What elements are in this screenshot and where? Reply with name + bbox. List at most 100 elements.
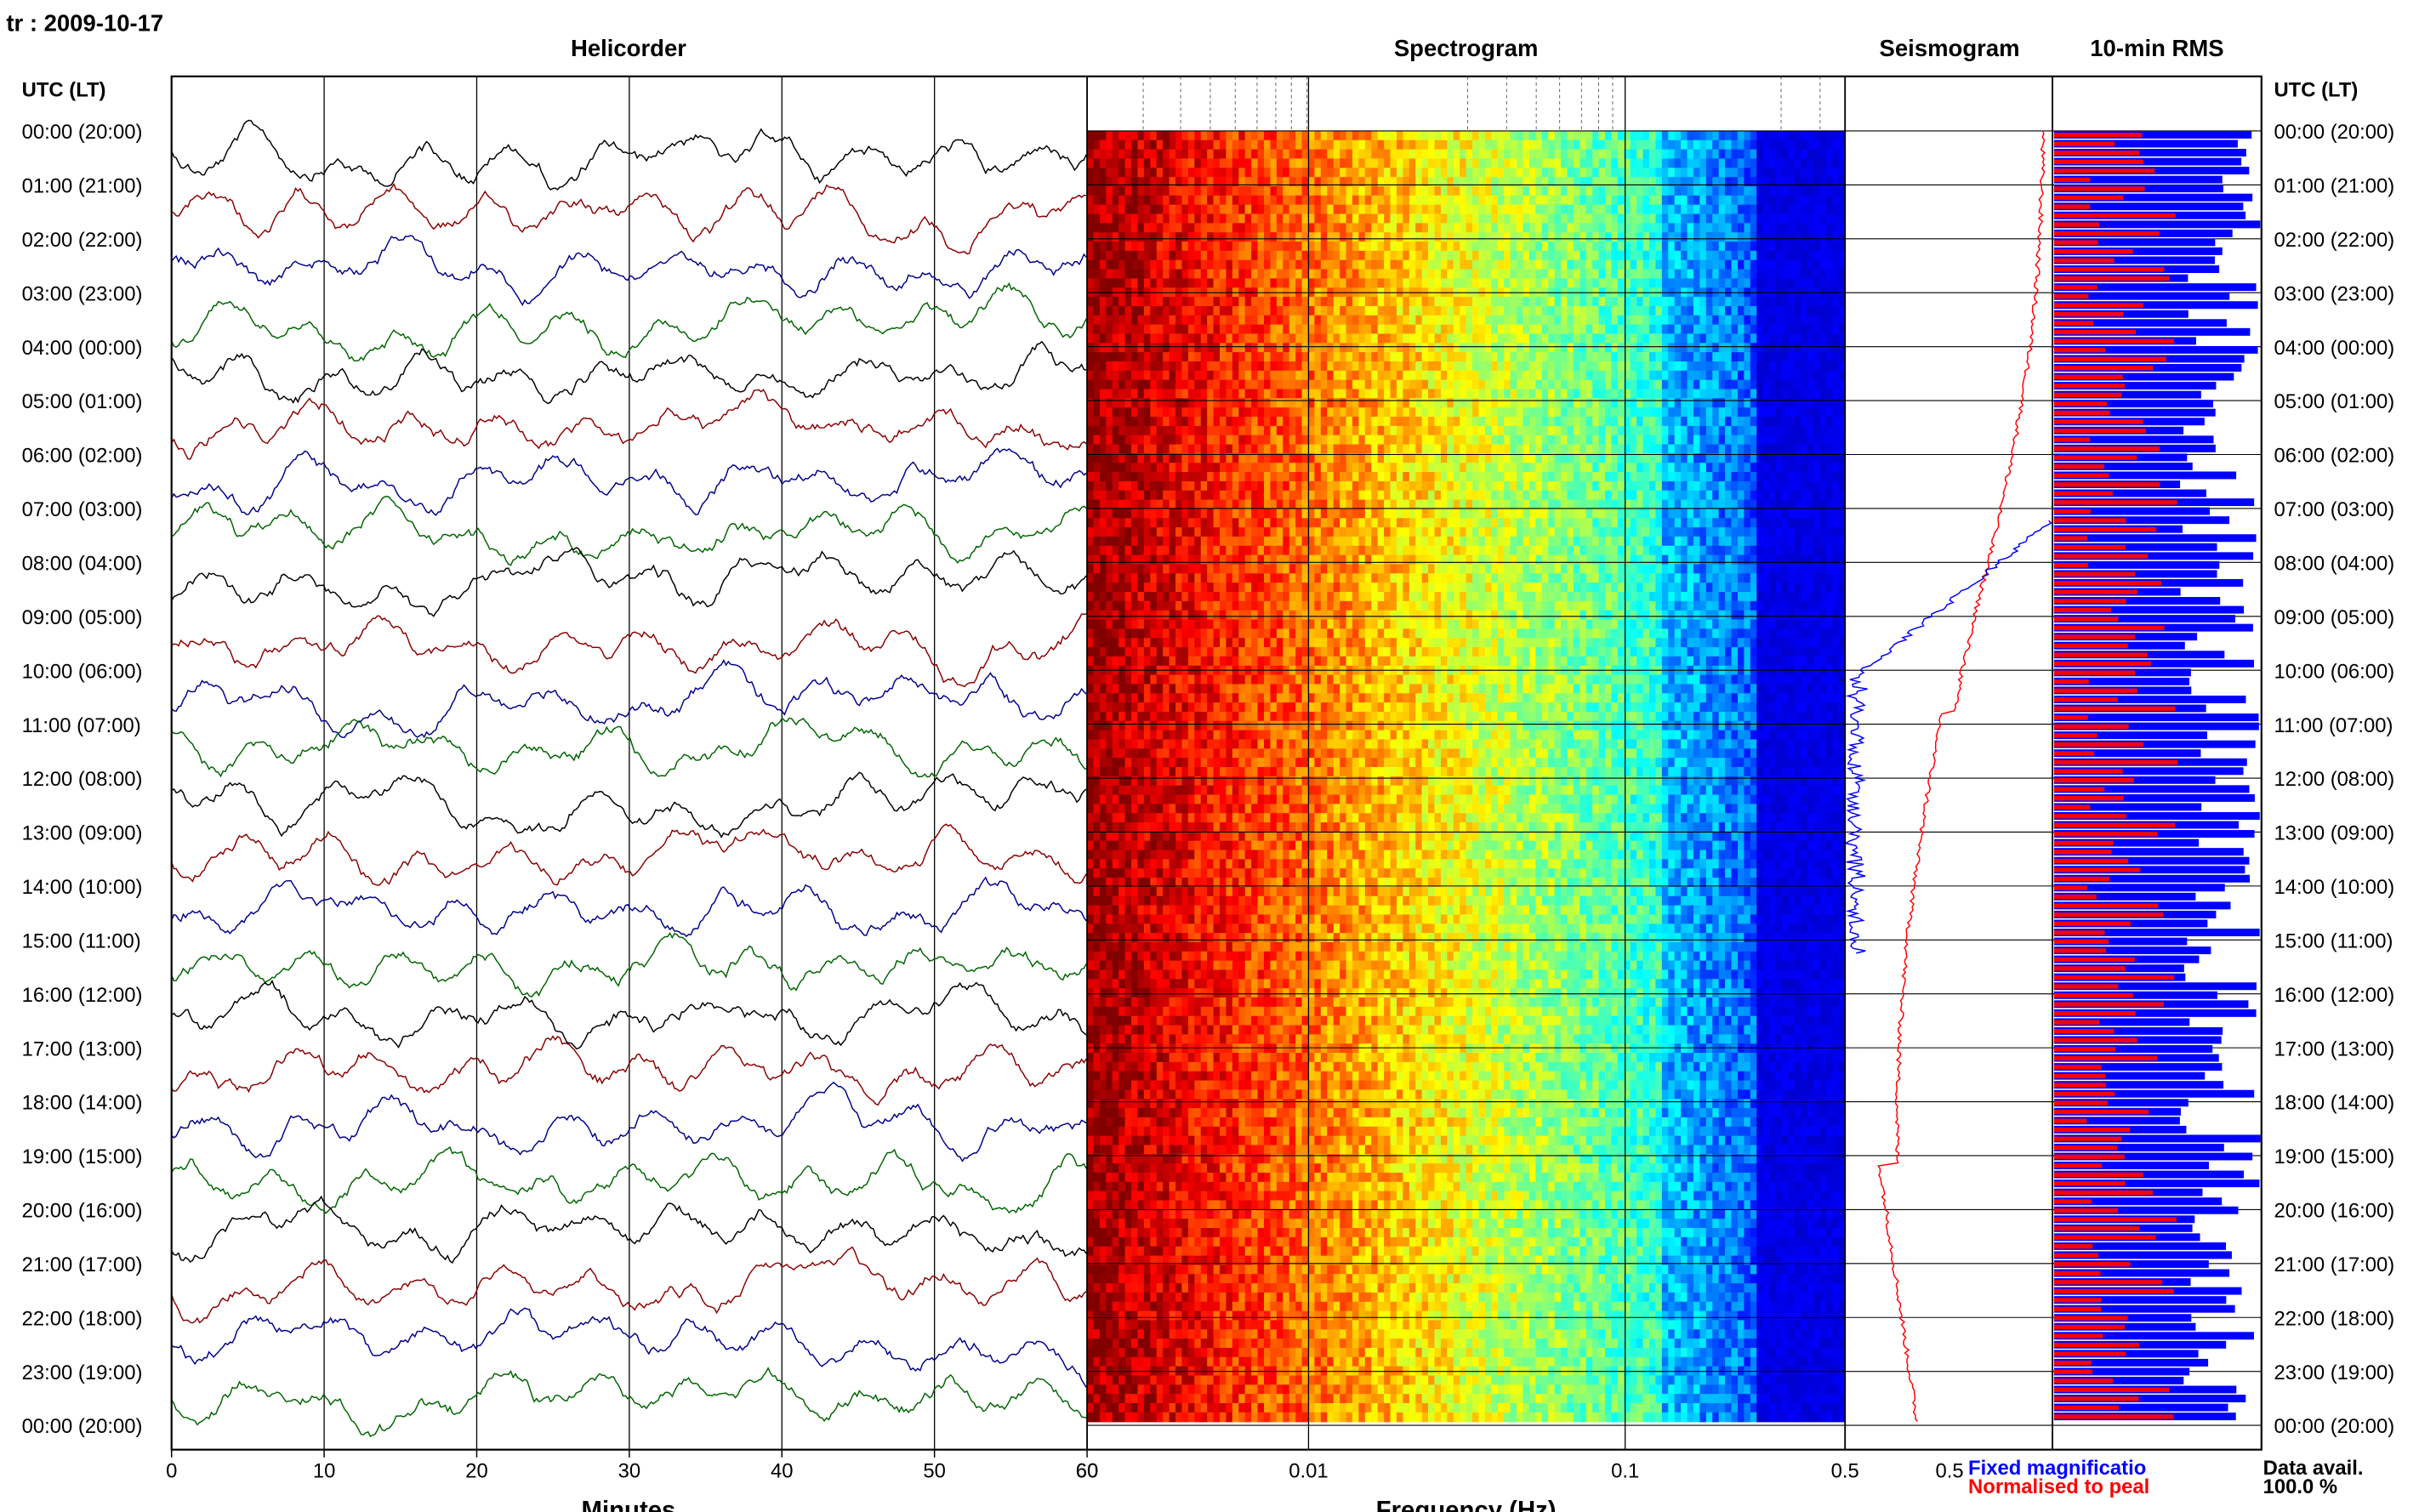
- spectrogram-cell: [1598, 315, 1606, 326]
- spectrogram-cell: [1794, 379, 1801, 390]
- spectrogram-cell: [1409, 343, 1416, 353]
- spectrogram-cell: [1642, 139, 1650, 151]
- spectrogram-cell: [1440, 232, 1449, 242]
- spectrogram-cell: [1466, 177, 1473, 187]
- spectrogram-cell: [1731, 250, 1739, 261]
- spectrogram-cell: [1156, 139, 1164, 151]
- spectrogram-cell: [1510, 324, 1517, 335]
- spectrogram-cell: [1384, 186, 1392, 196]
- spectrogram-cell: [1497, 435, 1505, 446]
- spectrogram-cell: [1674, 130, 1682, 141]
- spectrogram-cell: [1592, 315, 1600, 326]
- spectrogram-cell: [1163, 297, 1170, 307]
- spectrogram-cell: [1396, 186, 1404, 196]
- spectrogram-cell: [1169, 333, 1176, 344]
- spectrogram-cell: [1263, 509, 1272, 520]
- spectrogram-cell: [1788, 204, 1796, 215]
- spectrogram-cell: [1301, 425, 1309, 436]
- spectrogram-cell: [1415, 472, 1423, 482]
- spectrogram-cell: [1169, 177, 1176, 187]
- spectrogram-cell: [1320, 232, 1328, 242]
- spectrogram-cell: [1838, 370, 1846, 381]
- spectrogram-cell: [1585, 435, 1593, 446]
- spectrogram-cell: [1340, 177, 1347, 187]
- spectrogram-cell: [1535, 232, 1543, 242]
- spectrogram-cell: [1813, 425, 1821, 436]
- spectrogram-cell: [1289, 361, 1296, 372]
- spectrogram-cell: [1307, 417, 1316, 427]
- spectrogram-cell: [1484, 158, 1493, 169]
- spectrogram-cell: [1377, 186, 1385, 196]
- spectrogram-cell: [1832, 435, 1840, 446]
- spectrogram-cell: [1801, 297, 1808, 307]
- spectrogram-cell: [1832, 343, 1840, 353]
- spectrogram-cell: [1307, 195, 1316, 206]
- spectrogram-cell: [1307, 250, 1316, 261]
- spectrogram-cell: [1226, 324, 1233, 335]
- spectrogram-cell: [1346, 315, 1353, 326]
- spectrogram-cell: [1187, 195, 1196, 206]
- spectrogram-cell: [1270, 343, 1278, 353]
- spectrogram-cell: [1283, 343, 1290, 353]
- spectrogram-cell: [1750, 343, 1757, 353]
- spectrogram-cell: [1434, 343, 1442, 353]
- spectrogram-cell: [1447, 453, 1454, 463]
- spectrogram-cell: [1099, 425, 1107, 436]
- spectrogram-cell: [1636, 315, 1644, 326]
- spectrogram-cell: [1257, 242, 1265, 252]
- spectrogram-cell: [1124, 398, 1132, 408]
- spectrogram-cell: [1642, 297, 1650, 307]
- spectrogram-cell: [1453, 232, 1460, 242]
- spectrogram-cell: [1528, 305, 1537, 316]
- spectrogram-cell: [1156, 204, 1164, 215]
- spectrogram-cell: [1220, 177, 1227, 187]
- spectrogram-cell: [1491, 297, 1499, 307]
- spectrogram-cell: [1813, 370, 1821, 381]
- spectrogram-cell: [1491, 352, 1499, 362]
- spectrogram-cell: [1750, 213, 1757, 225]
- spectrogram-cell: [1187, 352, 1196, 362]
- spectrogram-cell: [1624, 425, 1631, 436]
- spectrogram-cell: [1460, 398, 1467, 408]
- spectrogram-cell: [1169, 490, 1176, 501]
- spectrogram-cell: [1668, 444, 1676, 455]
- spectrogram-cell: [1573, 490, 1581, 501]
- spectrogram-cell: [1232, 250, 1240, 261]
- spectrogram-cell: [1131, 463, 1139, 473]
- spectrogram-cell: [1725, 223, 1733, 233]
- spectrogram-cell: [1705, 158, 1713, 169]
- spectrogram-cell: [1636, 250, 1644, 261]
- spectrogram-cell: [1283, 509, 1290, 520]
- spectrogram-cell: [1825, 361, 1834, 372]
- spectrogram-cell: [1825, 499, 1834, 510]
- spectrogram-cell: [1131, 480, 1139, 492]
- spectrogram-cell: [1775, 158, 1783, 169]
- spectrogram-cell: [1377, 480, 1385, 492]
- spectrogram-cell: [1661, 250, 1670, 261]
- spectrogram-cell: [1093, 463, 1101, 473]
- spectrogram-cell: [1169, 158, 1176, 169]
- spectrogram-cell: [1567, 398, 1574, 408]
- spectrogram-cell: [1801, 333, 1808, 344]
- spectrogram-cell: [1213, 324, 1221, 335]
- spectrogram-cell: [1674, 204, 1682, 215]
- spectrogram-cell: [1238, 490, 1246, 501]
- spectrogram-cell: [1705, 398, 1713, 408]
- spectrogram-cell: [1169, 398, 1176, 408]
- spectrogram-cell: [1661, 278, 1670, 288]
- spectrogram-cell: [1289, 480, 1296, 492]
- spectrogram-cell: [1371, 417, 1379, 427]
- spectrogram-cell: [1655, 213, 1663, 225]
- spectrogram-cell: [1466, 352, 1473, 362]
- spectrogram-cell: [1124, 472, 1132, 482]
- spectrogram-cell: [1611, 242, 1619, 252]
- spectrogram-cell: [1605, 168, 1613, 178]
- spectrogram-cell: [1472, 333, 1480, 344]
- spectrogram-cell: [1112, 352, 1119, 362]
- spectrogram-cell: [1440, 177, 1449, 187]
- spectrogram-cell: [1244, 139, 1252, 151]
- spectrogram-cell: [1674, 352, 1682, 362]
- spectrogram-cell: [1390, 269, 1397, 280]
- spectrogram-cell: [1169, 417, 1176, 427]
- spectrogram-cell: [1352, 453, 1360, 463]
